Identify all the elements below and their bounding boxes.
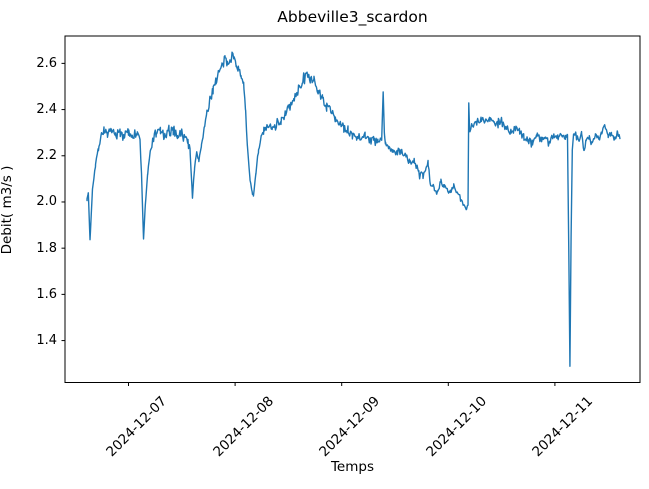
data-line [86,51,621,367]
y-tick-label: 2.6 [36,55,57,71]
y-tick-label: 1.4 [36,333,57,349]
y-tick-label: 1.8 [36,240,57,256]
plot-border [64,35,641,383]
chart-title: Abbeville3_scardon [277,8,428,26]
y-axis-label: Debit( m3/s ) [0,165,15,255]
y-tick-label: 1.6 [36,286,57,302]
y-tick-label: 2.0 [36,194,57,210]
tick-marks [61,62,556,386]
y-tick-label: 2.4 [36,102,57,118]
y-tick-label: 2.2 [36,148,57,164]
x-axis-label: Temps [330,459,374,475]
